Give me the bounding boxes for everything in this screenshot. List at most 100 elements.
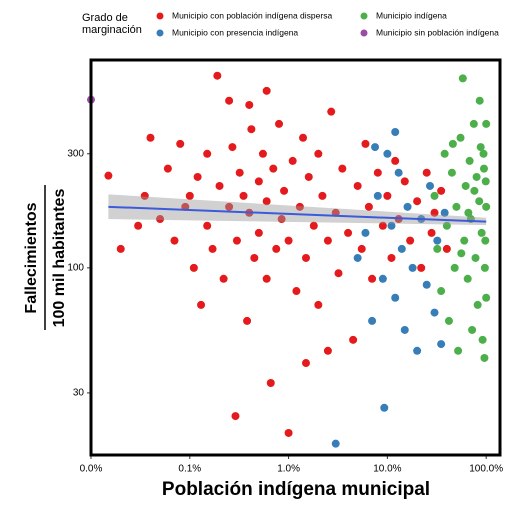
point	[314, 149, 323, 158]
legend-swatch	[156, 12, 164, 20]
point	[353, 253, 362, 262]
point	[327, 107, 336, 116]
point	[457, 249, 466, 258]
point	[243, 316, 252, 325]
point	[277, 215, 286, 224]
point	[134, 221, 143, 230]
legend-title: Grado de	[82, 12, 128, 24]
point	[479, 164, 488, 173]
point	[470, 186, 479, 195]
point	[314, 300, 323, 309]
point	[344, 228, 353, 237]
point	[387, 221, 396, 230]
point	[403, 202, 412, 211]
point	[334, 269, 343, 278]
point	[452, 202, 461, 211]
point	[269, 164, 278, 173]
point	[394, 168, 403, 177]
point	[433, 244, 442, 253]
legend-swatch	[360, 29, 368, 37]
point	[383, 149, 392, 158]
point	[373, 168, 382, 177]
point	[232, 236, 241, 245]
point	[440, 208, 449, 217]
point	[427, 228, 436, 237]
x-axis-label: Población indígena municipal	[162, 479, 430, 500]
point	[262, 86, 271, 95]
legend-label: Municipio sin población indígena	[376, 27, 499, 37]
point	[292, 287, 301, 296]
legend-title: marginación	[82, 24, 142, 36]
point	[454, 346, 463, 355]
point	[368, 316, 377, 325]
point	[203, 149, 212, 158]
point	[208, 244, 217, 253]
x-tick-label: 100.0%	[469, 464, 503, 475]
point	[250, 253, 259, 262]
point	[400, 177, 409, 186]
point	[219, 274, 228, 283]
point	[189, 263, 198, 272]
point	[254, 228, 263, 237]
point	[444, 316, 453, 325]
point	[373, 191, 382, 200]
point	[450, 263, 459, 272]
point	[460, 236, 469, 245]
point	[163, 164, 172, 173]
point	[156, 215, 165, 224]
point	[288, 156, 297, 165]
point	[426, 181, 435, 190]
point	[437, 287, 446, 296]
point	[482, 119, 491, 128]
point	[406, 236, 415, 245]
point	[364, 202, 373, 211]
point	[323, 236, 332, 245]
point	[353, 181, 362, 190]
point	[397, 244, 406, 253]
legend-swatch	[156, 29, 164, 37]
point	[391, 156, 400, 165]
point	[391, 293, 400, 302]
point	[275, 119, 284, 128]
point	[472, 172, 481, 181]
point	[422, 280, 431, 289]
point	[247, 125, 256, 134]
point	[266, 379, 275, 388]
point	[262, 274, 271, 283]
point	[368, 274, 377, 283]
point	[239, 191, 248, 200]
point	[430, 208, 439, 217]
point	[400, 325, 409, 334]
point	[461, 181, 470, 190]
point	[437, 340, 446, 349]
legend-label: Municipio indígena	[376, 10, 447, 20]
point	[338, 164, 347, 173]
x-tick-label: 0.0%	[80, 464, 103, 475]
point	[140, 191, 149, 200]
point	[481, 177, 490, 186]
point	[357, 244, 366, 253]
point	[480, 263, 489, 272]
point	[447, 168, 456, 177]
y-tick-label: 300	[67, 148, 84, 159]
point	[480, 353, 489, 362]
point	[448, 139, 457, 148]
point	[442, 244, 451, 253]
point	[284, 236, 293, 245]
point	[361, 139, 370, 148]
point	[213, 71, 222, 80]
point	[228, 143, 237, 152]
point	[331, 439, 340, 448]
legend-label: Municipio con población indígena dispers…	[172, 10, 332, 20]
point	[203, 221, 212, 230]
point	[231, 412, 240, 421]
trend-line	[108, 205, 487, 223]
point	[417, 263, 426, 272]
point	[383, 191, 392, 200]
point	[378, 274, 387, 283]
point	[408, 263, 417, 272]
point	[361, 228, 370, 237]
point	[440, 149, 449, 158]
